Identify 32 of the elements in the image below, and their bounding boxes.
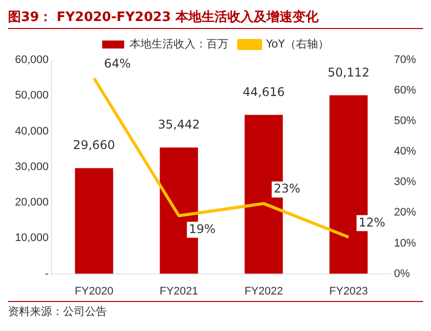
- y-tick-label: -: [44, 268, 49, 280]
- data-label: 23%: [274, 182, 300, 196]
- legend-label: YoY（右轴）: [265, 37, 329, 50]
- y-tick-label: 20,000: [14, 196, 49, 209]
- x-tick-label: FY2020: [74, 285, 114, 298]
- data-label: 64%: [104, 56, 131, 70]
- data-label: 50,112: [328, 65, 370, 80]
- y-tick-label: 40,000: [14, 125, 49, 138]
- legend-label: 本地生活收入：百万: [130, 37, 229, 50]
- x-tick-label: FY2021: [160, 285, 198, 298]
- text: 资料来源：公司公告: [8, 301, 423, 319]
- data-label: 19%: [188, 222, 216, 236]
- x-tick-label: FY2022: [244, 285, 283, 298]
- y-tick-label: 50,000: [14, 90, 49, 102]
- y2-tick-label: 20%: [394, 206, 416, 219]
- data-label: 29,660: [73, 138, 116, 152]
- y-tick-label: 60,000: [14, 54, 49, 66]
- y2-tick-label: 60%: [394, 84, 416, 97]
- y2-tick-label: 50%: [394, 115, 416, 128]
- y2-tick-label: 0%: [394, 268, 410, 280]
- data-label: 35,442: [158, 118, 200, 132]
- y2-tick-label: 70%: [394, 54, 416, 66]
- y2-tick-label: 40%: [394, 146, 416, 158]
- y-tick-label: 30,000: [14, 160, 49, 173]
- y-tick-label: 10,000: [14, 232, 49, 244]
- y2-tick-label: 30%: [394, 176, 416, 188]
- x-tick-label: FY2023: [329, 285, 368, 298]
- bar: [74, 168, 114, 274]
- data-label: 44,616: [242, 84, 285, 99]
- data-label: 12%: [358, 215, 386, 230]
- chart-title: 图39： FY2020-FY2023 本地生活收入及增速变化: [8, 8, 423, 29]
- y2-tick-label: 10%: [394, 237, 416, 250]
